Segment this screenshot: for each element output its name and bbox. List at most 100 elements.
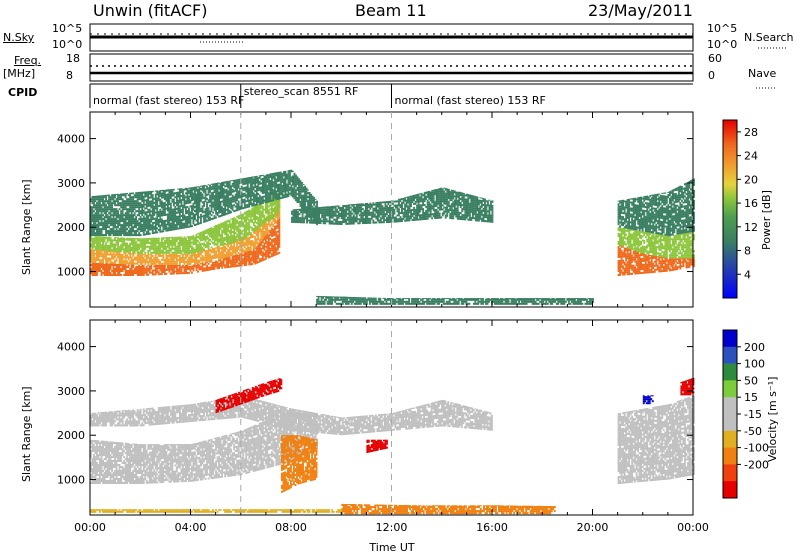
- heatmap-cell: [248, 229, 250, 231]
- heatmap-cell: [250, 261, 252, 263]
- heatmap-cell: [171, 246, 173, 248]
- heatmap-cell: [110, 237, 112, 238]
- heatmap-cell: [141, 263, 143, 265]
- freq-tick-top: 18: [66, 52, 80, 65]
- heatmap-cell: [128, 258, 130, 260]
- heatmap-cell: [150, 257, 152, 259]
- heatmap-cell: [176, 254, 178, 255]
- heatmap-cell: [147, 252, 149, 254]
- heatmap-cell: [129, 245, 131, 247]
- heatmap-cell: [113, 258, 115, 260]
- heatmap-cell: [274, 222, 276, 224]
- heatmap-cell: [268, 221, 270, 223]
- heatmap-cell: [159, 254, 161, 255]
- heatmap-cell: [92, 248, 94, 250]
- heatmap-cell: [164, 265, 166, 266]
- heatmap-cell: [269, 226, 271, 228]
- heatmap-cell: [164, 271, 166, 273]
- heatmap-cell: [158, 259, 160, 261]
- radar-summary-plot: 10^5 10^0 10^5 10^0 18 8 60 0 normal (fa…: [0, 0, 800, 554]
- heatmap-cell: [93, 255, 95, 257]
- heatmap-cell: [131, 257, 133, 259]
- heatmap-cell: [179, 255, 181, 257]
- heatmap-cell: [147, 274, 149, 276]
- heatmap-cell: [278, 216, 280, 218]
- heatmap-cell: [120, 250, 122, 252]
- heatmap-cell: [168, 238, 170, 240]
- heatmap-cell: [254, 244, 256, 246]
- heatmap-cell: [129, 251, 131, 253]
- heatmap-cell: [278, 242, 280, 244]
- heatmap-cell: [191, 272, 193, 274]
- heatmap-cell: [184, 236, 186, 238]
- nsearch-tick-top: 10^5: [707, 22, 737, 35]
- heatmap-cell: [155, 244, 157, 246]
- heatmap-cell: [184, 259, 186, 261]
- heatmap-cell: [179, 248, 181, 250]
- heatmap-cell: [158, 240, 160, 242]
- heatmap-cell: [138, 248, 140, 250]
- heatmap-cell: [254, 236, 256, 238]
- heatmap-cell: [111, 241, 113, 243]
- heatmap-cell: [144, 252, 146, 254]
- heatmap-cell: [159, 248, 161, 250]
- heatmap-cell: [217, 261, 219, 263]
- heatmap-cell: [179, 246, 181, 248]
- heatmap-cell: [150, 265, 152, 266]
- heatmap-cell: [272, 224, 274, 226]
- heatmap-cell: [99, 242, 101, 244]
- heatmap-cell: [233, 243, 235, 245]
- heatmap-cell: [190, 240, 192, 242]
- heatmap-cell: [217, 245, 219, 247]
- heatmap-cell: [101, 251, 103, 253]
- heatmap-cell: [235, 240, 237, 242]
- heatmap-cell: [181, 252, 183, 254]
- heatmap-cell: [182, 255, 184, 257]
- heatmap-cell: [98, 257, 100, 259]
- heatmap-cell: [202, 261, 204, 263]
- heatmap-cell: [114, 246, 116, 248]
- heatmap-cell: [143, 257, 145, 259]
- heatmap-cell: [224, 243, 226, 245]
- heatmap-cell: [150, 268, 152, 270]
- heatmap-cell: [164, 267, 166, 269]
- heatmap-cell: [143, 265, 145, 266]
- heatmap-cell: [147, 263, 149, 265]
- heatmap-cell: [110, 260, 112, 262]
- heatmap-cell: [137, 250, 139, 252]
- heatmap-cell: [214, 268, 216, 270]
- heatmap-cell: [123, 238, 125, 239]
- heatmap-cell: [173, 269, 175, 271]
- heatmap-cell: [134, 251, 136, 253]
- heatmap-cell: [206, 265, 208, 267]
- heatmap-cell: [209, 243, 211, 245]
- heatmap-cell: [161, 273, 163, 275]
- heatmap-cell: [190, 270, 192, 272]
- heatmap-cell: [181, 268, 183, 270]
- heatmap-cell: [152, 272, 154, 274]
- heatmap-cell: [132, 265, 134, 267]
- heatmap-cell: [278, 252, 280, 254]
- heatmap-cell: [152, 255, 154, 257]
- nsky-tick-bottom: 10^0: [52, 38, 82, 51]
- heatmap-cell: [93, 251, 95, 253]
- heatmap-cell: [144, 248, 146, 250]
- heatmap-cell: [176, 266, 178, 268]
- heatmap-cell: [251, 263, 253, 265]
- heatmap-cell: [144, 254, 146, 255]
- heatmap-cell: [259, 241, 261, 243]
- heatmap-cell: [248, 223, 250, 225]
- heatmap-cell: [116, 258, 118, 260]
- heatmap-cell: [271, 222, 273, 224]
- heatmap-cell: [125, 252, 127, 254]
- heatmap-cell: [174, 244, 176, 246]
- heatmap-cell: [250, 232, 252, 234]
- heatmap-cell: [143, 250, 145, 252]
- heatmap-cell: [208, 245, 210, 247]
- heatmap-cell: [110, 266, 112, 268]
- heatmap-cell: [128, 264, 130, 266]
- heatmap-cell: [277, 218, 279, 220]
- heatmap-cell: [278, 234, 280, 236]
- heatmap-cell: [236, 261, 238, 263]
- heatmap-cell: [254, 246, 256, 248]
